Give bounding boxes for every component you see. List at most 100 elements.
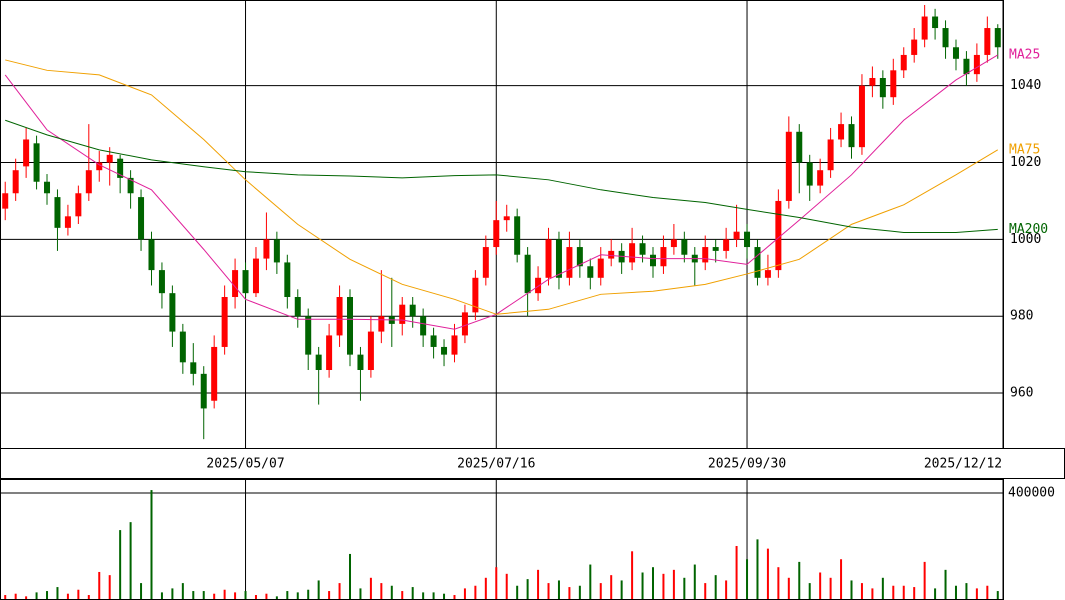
candle-body (2, 193, 9, 209)
candle-body (649, 254, 656, 267)
volume-bar (192, 591, 195, 599)
candle-body (587, 266, 594, 278)
volume-bar (589, 564, 592, 599)
volume-bar (265, 593, 268, 599)
volume-bar (411, 587, 414, 599)
candle-body (273, 239, 280, 263)
candle-body (723, 239, 730, 251)
candle-body (785, 131, 792, 201)
candle-body (576, 247, 583, 267)
volume-bar (516, 585, 519, 599)
volume-bar (829, 577, 832, 599)
labels: 2025/05/07 2025/07/16 2025/09/30 2025/12/12… (206, 47, 1055, 500)
volume-bar (286, 591, 289, 599)
volume-bar (672, 569, 675, 599)
x-tick-label: 2025/09/30 (708, 457, 786, 472)
candle-body (190, 362, 197, 374)
volume-bar (714, 575, 717, 599)
candle-body (54, 197, 61, 228)
candle-body (869, 77, 876, 86)
volume-bar (422, 592, 425, 599)
y-tick-label: 400000 (1008, 485, 1055, 500)
x-tick-label: 2025/05/07 (206, 457, 284, 472)
volume-bar (537, 569, 540, 599)
candle-body (472, 277, 479, 313)
candle-body (932, 16, 939, 29)
volume-bar (401, 591, 404, 599)
candle-body (942, 28, 949, 48)
volume-bar (77, 589, 80, 599)
volume-bar (181, 583, 184, 599)
volume-bar (307, 589, 310, 599)
volume-bar (850, 580, 853, 599)
candle-body (200, 373, 207, 409)
candle-body (775, 200, 782, 271)
candle-body (806, 162, 813, 186)
volume-bar (777, 567, 780, 599)
volume-bar (631, 551, 634, 599)
volume-bar (160, 592, 163, 599)
candle-body (994, 28, 1001, 48)
candle-body (75, 193, 82, 217)
volume-bar (119, 530, 122, 599)
volume-bar (202, 591, 205, 599)
volume-bar (704, 583, 707, 599)
candle-body (451, 335, 458, 355)
candle-body (420, 316, 427, 336)
volume-bar (244, 591, 247, 599)
candle-body (681, 239, 688, 255)
volume-bar (892, 585, 895, 599)
volume-bar (881, 577, 884, 599)
candle-body (733, 231, 740, 240)
candle-body (232, 270, 239, 298)
candle-body (33, 143, 40, 182)
candle-body (305, 316, 312, 355)
candle-body (336, 297, 343, 336)
x-tick-label: 2025/12/12 (924, 457, 1002, 472)
candle-body (660, 247, 667, 267)
volume-bar (819, 572, 822, 599)
volume-bar (275, 596, 278, 599)
volume-bar (56, 587, 59, 599)
volume-bar (87, 595, 90, 599)
volume-bar (35, 592, 38, 599)
candle-body (911, 39, 918, 55)
candle-body (670, 239, 677, 248)
volume-bar (871, 588, 874, 599)
candle-body (284, 262, 291, 298)
volume-bar (735, 545, 738, 599)
candle-body (827, 139, 834, 171)
volume-bar (944, 569, 947, 599)
volume-bar (254, 595, 257, 599)
candle-body (712, 247, 719, 251)
candle-body (252, 258, 259, 294)
volume-bar (338, 583, 341, 599)
candle-body (64, 216, 71, 228)
candle-body (367, 331, 374, 371)
volume-bar (693, 564, 696, 599)
candle-body (744, 231, 751, 248)
candle-body (263, 239, 270, 259)
volume-bar (4, 595, 7, 599)
volume-bar (129, 522, 132, 599)
volume-bar (620, 580, 623, 599)
candle-body (503, 216, 510, 221)
candle-body (900, 54, 907, 71)
volume-bar (954, 585, 957, 599)
volume-bar (369, 577, 372, 599)
candle-body (493, 220, 500, 248)
volume-bar (453, 595, 456, 599)
volume-bar (213, 593, 216, 599)
volume-bar (610, 575, 613, 599)
volume-bar (651, 567, 654, 599)
candle-body (524, 254, 531, 294)
volume-bar (902, 585, 905, 599)
candle-body (138, 197, 145, 240)
volume-bar (98, 571, 101, 599)
volume-bar (495, 567, 498, 599)
candle-body (858, 85, 865, 148)
volume-bar (756, 539, 759, 599)
candle-body (409, 304, 416, 317)
candle-body (169, 293, 176, 332)
volume-bar (547, 583, 550, 599)
